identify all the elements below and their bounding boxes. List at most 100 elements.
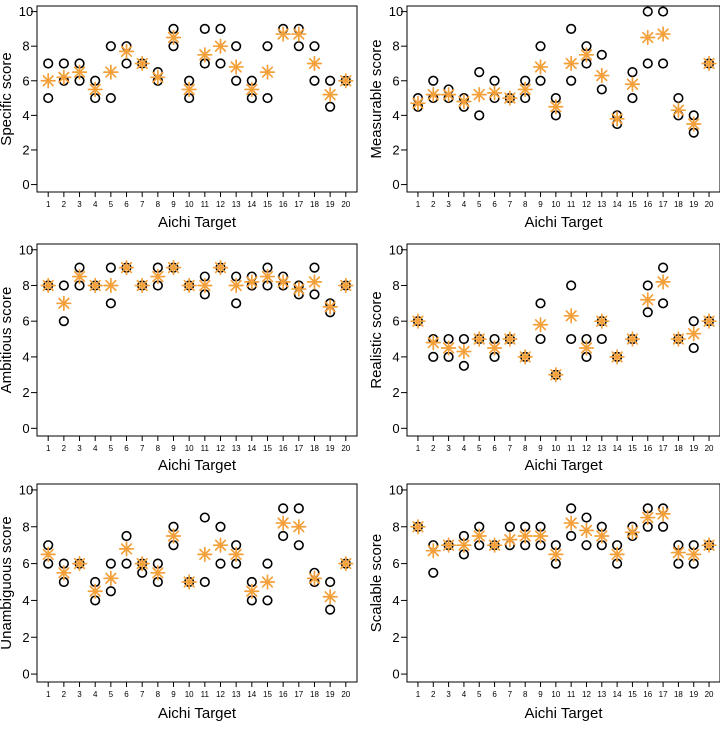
median-star-stroke <box>688 548 700 561</box>
median-star <box>548 367 564 383</box>
y-axis-title: Unambiguous score <box>0 516 15 649</box>
score-point <box>325 576 336 588</box>
median-star-stroke <box>230 279 242 292</box>
median-star-stroke <box>458 95 470 108</box>
median-star <box>594 67 610 84</box>
score-point <box>657 262 669 273</box>
x-tick-label: 2 <box>62 444 67 453</box>
score-point <box>231 41 242 52</box>
median-star <box>640 509 656 526</box>
x-tick-label: 19 <box>326 690 335 699</box>
score-point <box>43 92 54 104</box>
median-star-stroke <box>642 511 654 524</box>
median-star-stroke <box>246 276 258 288</box>
y-tick-label: 10 <box>389 4 403 19</box>
median-star-stroke <box>73 66 86 78</box>
score-point <box>278 503 289 514</box>
median-star-stroke <box>473 530 485 542</box>
y-tick-label: 0 <box>22 667 29 682</box>
median-star-stroke <box>458 539 470 551</box>
median-star <box>338 277 354 294</box>
median-star-stroke <box>488 87 501 99</box>
score-point <box>566 23 577 34</box>
median-star <box>212 38 229 54</box>
y-tick-label: 8 <box>392 278 399 293</box>
x-tick-label: 16 <box>643 444 652 453</box>
x-tick-label: 4 <box>462 444 467 453</box>
median-star <box>686 116 702 132</box>
x-tick-label: 20 <box>341 690 350 699</box>
y-tick-label: 4 <box>392 349 399 364</box>
x-tick-label: 17 <box>294 444 303 453</box>
y-tick-label: 0 <box>392 667 399 682</box>
x-tick-label: 12 <box>216 200 225 209</box>
median-star <box>244 274 260 290</box>
median-star-stroke <box>550 548 562 561</box>
y-tick-label: 10 <box>389 242 403 257</box>
median-star-stroke <box>214 539 227 551</box>
median-star <box>212 537 229 553</box>
x-tick-label: 15 <box>263 200 272 209</box>
median-star <box>594 313 610 329</box>
median-star-stroke <box>308 276 321 288</box>
median-star-stroke <box>167 31 180 44</box>
median-star-stroke <box>293 28 305 40</box>
x-tick-label: 9 <box>538 200 543 209</box>
median-star-stroke <box>136 557 148 570</box>
x-tick-label: 8 <box>523 690 528 699</box>
x-tick-label: 10 <box>551 444 560 453</box>
median-star-stroke <box>519 530 531 542</box>
x-tick-label: 13 <box>232 690 241 699</box>
median-star-stroke <box>230 61 242 73</box>
median-star-stroke <box>277 517 289 529</box>
median-star-stroke <box>152 71 164 83</box>
median-star-stroke <box>642 31 654 44</box>
median-star <box>71 64 88 80</box>
median-star <box>609 349 625 365</box>
score-point <box>199 576 210 588</box>
median-star <box>87 277 103 294</box>
median-star <box>686 546 702 563</box>
median-star <box>471 331 487 347</box>
y-tick-label: 2 <box>22 385 29 400</box>
median-star <box>486 340 503 356</box>
x-tick-label: 10 <box>185 444 194 453</box>
median-star-stroke <box>703 57 715 70</box>
median-star-stroke <box>657 276 669 288</box>
score-point <box>293 540 304 551</box>
median-star <box>338 555 354 572</box>
median-star <box>655 26 671 42</box>
x-tick-label: 14 <box>613 200 622 209</box>
x-tick-label: 19 <box>689 200 698 209</box>
median-star <box>563 55 579 72</box>
median-star <box>197 47 213 63</box>
x-tick-label: 20 <box>705 200 714 209</box>
median-star-stroke <box>199 279 211 292</box>
median-star-stroke <box>657 28 669 40</box>
median-star-stroke <box>427 88 439 101</box>
x-tick-label: 5 <box>477 690 482 699</box>
x-tick-label: 12 <box>582 444 591 453</box>
y-tick-label: 4 <box>22 349 29 364</box>
y-tick-label: 2 <box>392 630 399 645</box>
x-tick-label: 10 <box>551 690 560 699</box>
score-point <box>657 58 669 69</box>
x-tick-label: 14 <box>613 444 622 453</box>
median-star <box>134 55 150 72</box>
median-star <box>181 81 197 98</box>
y-tick-label: 2 <box>392 142 399 157</box>
x-tick-label: 8 <box>156 444 161 453</box>
x-tick-label: 9 <box>538 444 543 453</box>
median-star-stroke <box>412 315 424 327</box>
x-tick-label: 1 <box>416 200 421 209</box>
x-tick-label: 12 <box>216 690 225 699</box>
score-point <box>428 567 439 578</box>
score-point <box>309 75 320 86</box>
median-star <box>532 317 549 333</box>
median-star-stroke <box>183 576 195 588</box>
x-tick-label: 11 <box>201 200 210 209</box>
